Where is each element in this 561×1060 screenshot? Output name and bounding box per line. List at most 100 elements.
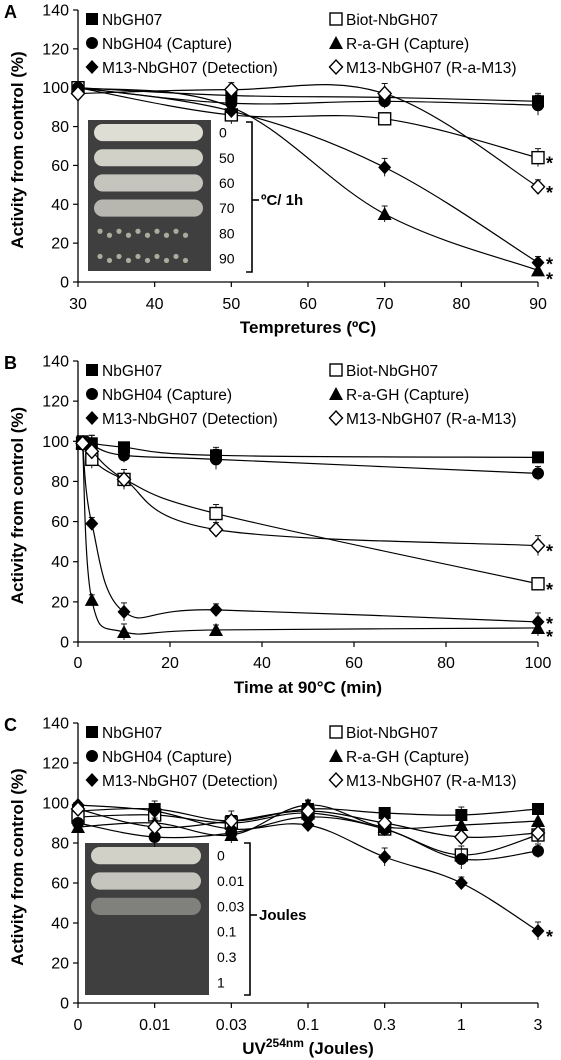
legend-label: Biot-NbGH07 (346, 12, 438, 29)
data-point (118, 449, 130, 462)
data-point (70, 800, 86, 818)
inset-colony (97, 253, 103, 260)
inset-lane (91, 897, 201, 915)
data-point (208, 521, 224, 538)
data-point (84, 443, 100, 460)
inset-row-label: 0.3 (217, 949, 237, 965)
significance-asterisk: * (546, 542, 553, 562)
series-line (77, 84, 539, 188)
y-tick-label: 0 (60, 275, 69, 292)
series-line (77, 87, 539, 102)
inset-colony (125, 232, 132, 238)
legend-marker (329, 36, 343, 49)
data-point (531, 614, 545, 629)
y-tick-label: 80 (51, 836, 69, 853)
y-tick-label: 120 (42, 756, 69, 773)
series-line (77, 87, 539, 271)
y-tick-label: 120 (42, 41, 69, 58)
legend-label: R-a-GH (Capture) (346, 36, 469, 53)
legend-label: NbGH04 (Capture) (102, 36, 232, 53)
y-tick-label: 80 (51, 474, 69, 491)
data-point (209, 602, 223, 617)
inset-colony (97, 228, 103, 234)
y-tick-label: 100 (42, 80, 69, 97)
inset-row-label: 0.03 (217, 898, 244, 914)
inset-row-label: 80 (219, 225, 235, 241)
y-tick-label: 20 (51, 956, 69, 973)
y-tick-label: 60 (51, 514, 69, 531)
series-line (82, 440, 539, 458)
y-tick-label: 100 (42, 434, 69, 451)
data-point (147, 818, 163, 836)
inset-gel-image: 0 50 60 70 80 90 ºC/ 1h (88, 120, 303, 273)
data-point (532, 845, 544, 857)
y-tick-label: 0 (60, 635, 69, 652)
data-point (117, 624, 131, 638)
x-tick-label: 1 (457, 1017, 466, 1034)
legend-label: M13-NbGH07 (Detection) (102, 60, 278, 77)
data-point (210, 453, 222, 466)
data-point (377, 112, 392, 126)
data-point (117, 604, 131, 619)
data-point (300, 802, 316, 820)
x-tick-label: 0.01 (139, 1017, 170, 1034)
legend-label: M13-NbGH07 (Detection) (102, 773, 278, 790)
x-tick-label: 0.03 (216, 1017, 247, 1034)
series-diamond-open (70, 800, 546, 846)
panel-C: C 0 20 40 60 80 100 120 140 0 0.01 0.03 0.1 0.3 1 3 Acti… (4, 715, 553, 1058)
series-line (77, 87, 539, 159)
y-axis-title: Activity from control (%) (8, 51, 27, 248)
legend-label: M13-NbGH07 (R-a-M13) (346, 411, 517, 428)
y-tick-label: 20 (51, 236, 69, 253)
inset-colony (125, 257, 132, 264)
inset-lane (94, 124, 203, 142)
y-tick-label: 60 (51, 876, 69, 893)
series-diamond-filled (76, 436, 545, 631)
x-tick-label: 20 (161, 655, 179, 672)
legend-label: NbGH07 (102, 725, 162, 742)
data-point (532, 451, 544, 464)
legend-label: Biot-NbGH07 (346, 725, 438, 742)
x-axis-title-superscript: 254nm (266, 1036, 304, 1050)
x-axis-title: UV254nm (Joules) (242, 1036, 374, 1058)
significance-asterisk: * (546, 927, 553, 947)
significance-asterisk: * (546, 627, 553, 647)
data-point (70, 85, 86, 102)
significance-asterisk: * (546, 154, 553, 174)
panel-B: B 0 20 40 60 80 100 120 140 0 20 40 60 80 100 Activity … (4, 353, 553, 697)
data-point (148, 804, 162, 818)
legend-label: Biot-NbGH07 (346, 363, 438, 380)
x-tick-label: 0.3 (374, 1017, 396, 1034)
x-tick-label: 30 (69, 296, 87, 313)
legend: NbGH07 Biot-NbGH07 NbGH04 (Capture) R-a-GH … (85, 725, 517, 790)
y-tick-label: 40 (51, 916, 69, 933)
significance-asterisk: * (546, 183, 553, 203)
y-axis-title: Activity from control (%) (8, 407, 27, 604)
y-tick-label: 140 (42, 354, 69, 371)
inset-lane (94, 199, 203, 217)
panel-letter: A (4, 2, 17, 22)
x-axis-title: Tempretures (ºC) (240, 318, 376, 337)
data-point (84, 592, 99, 606)
inset-colony (173, 228, 179, 234)
data-point (453, 828, 469, 846)
inset-row-label: 70 (219, 200, 235, 216)
inset-lane (91, 872, 201, 890)
data-point (85, 516, 99, 531)
y-tick-label: 60 (51, 158, 69, 175)
data-point (532, 99, 544, 112)
inset-colony (135, 228, 141, 234)
legend-marker (86, 388, 98, 400)
data-point (454, 876, 468, 890)
significance-asterisk: * (546, 580, 553, 600)
x-tick-label: 40 (146, 296, 164, 313)
data-point (532, 803, 544, 815)
x-tick-label: 60 (299, 296, 317, 313)
inset-lane (91, 847, 201, 865)
inset-colony (182, 257, 189, 264)
x-tick-label: 70 (376, 296, 394, 313)
inset-gel-image: 0 0.01 0.03 0.1 0.3 1 Joules (85, 842, 307, 996)
inset-colony (182, 232, 189, 238)
legend-marker (329, 363, 343, 377)
x-tick-label: 0 (74, 655, 83, 672)
